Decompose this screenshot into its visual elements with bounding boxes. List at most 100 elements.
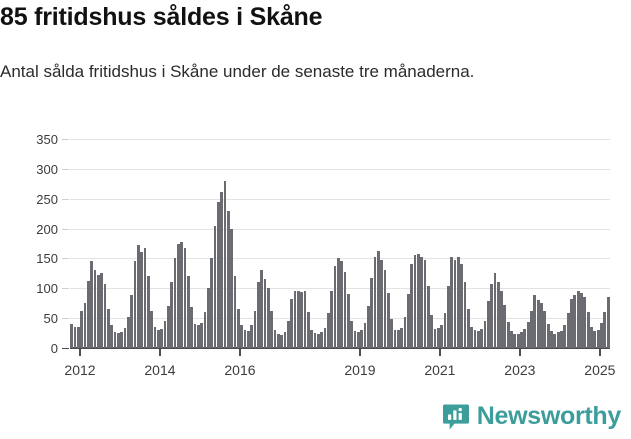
bar <box>300 291 303 348</box>
bar <box>377 251 380 348</box>
bar <box>327 313 330 348</box>
bar <box>93 270 97 348</box>
bar <box>457 257 460 348</box>
bar <box>183 247 187 348</box>
x-axis-tick-label: 2012 <box>64 362 96 378</box>
bar <box>77 327 80 348</box>
bar <box>583 296 586 348</box>
bar <box>130 295 133 348</box>
bar <box>360 330 363 348</box>
bar <box>543 310 546 348</box>
bar <box>367 306 370 348</box>
bar <box>270 310 273 348</box>
footer: Newsworthy <box>0 398 631 439</box>
bar <box>600 322 603 348</box>
bar <box>580 293 583 348</box>
bar <box>110 325 113 348</box>
bar <box>560 331 563 348</box>
bar <box>253 310 257 348</box>
bar <box>167 306 170 348</box>
bar <box>280 334 283 348</box>
bar <box>207 288 210 348</box>
bar <box>170 282 173 348</box>
bar <box>503 305 506 348</box>
y-axis-tick-mark <box>62 228 69 230</box>
bar <box>447 285 450 348</box>
bar <box>497 282 500 348</box>
bar <box>353 331 357 348</box>
bar <box>483 320 487 348</box>
gridline-50 <box>70 318 610 320</box>
bar <box>273 330 277 348</box>
y-axis-tick-label: 200 <box>36 221 58 237</box>
bar <box>533 295 536 348</box>
bar <box>393 330 397 348</box>
bar <box>277 333 280 348</box>
bar <box>257 282 260 348</box>
bar <box>530 310 533 348</box>
bar <box>290 299 293 348</box>
bar <box>80 310 83 348</box>
x-axis-tick-label: 2019 <box>344 362 376 378</box>
y-axis-tick-mark <box>62 198 69 200</box>
bar <box>227 210 230 348</box>
bar <box>147 276 150 348</box>
bar <box>470 326 473 348</box>
bar <box>500 290 503 348</box>
bar <box>333 265 337 348</box>
gridline-350 <box>70 139 610 140</box>
bar <box>173 258 177 348</box>
bar <box>597 330 600 348</box>
bar <box>423 259 427 348</box>
bar <box>230 228 233 348</box>
bar <box>587 312 590 348</box>
bar <box>590 326 593 348</box>
plot-area <box>70 139 610 349</box>
bar <box>477 331 480 348</box>
bar <box>320 332 323 348</box>
bar <box>343 271 347 348</box>
gridline-100 <box>70 288 610 290</box>
bar <box>263 279 267 348</box>
bar <box>407 294 410 348</box>
newsworthy-logo[interactable]: Newsworthy <box>442 402 621 431</box>
bar <box>603 312 606 348</box>
bar <box>523 328 526 348</box>
x-axis-tick-label: 2023 <box>504 362 536 378</box>
bar <box>330 291 333 348</box>
bar <box>83 303 87 348</box>
bar <box>513 333 516 348</box>
x-axis-tick-mark <box>598 349 601 356</box>
bar <box>297 291 300 348</box>
bar <box>203 312 207 348</box>
bar <box>177 243 180 348</box>
bar <box>97 275 100 348</box>
y-axis-tick-mark <box>62 168 69 170</box>
bar <box>520 332 523 348</box>
gridline-300 <box>70 168 610 170</box>
gridline-200 <box>70 228 610 230</box>
gridline-250 <box>70 198 610 200</box>
bar <box>137 245 140 348</box>
bar <box>190 307 193 348</box>
bar <box>517 333 520 348</box>
bar <box>487 301 490 348</box>
x-axis-tick-mark <box>158 349 161 356</box>
bar <box>433 328 437 348</box>
bar <box>113 332 117 348</box>
bar-chart: 0 50 100 150 200 250 300 350 2012 2014 2016 2019 20… <box>0 130 631 390</box>
bar <box>103 283 107 348</box>
bar <box>370 277 373 348</box>
bar <box>400 327 403 348</box>
bar <box>413 255 417 348</box>
bar <box>260 270 263 348</box>
x-axis-tick-mark <box>438 349 441 356</box>
bar <box>217 201 220 348</box>
bar <box>70 324 73 348</box>
bar <box>437 327 440 348</box>
bar <box>340 260 343 348</box>
bar <box>527 321 530 348</box>
y-axis-tick-label: 250 <box>36 191 58 207</box>
bar <box>140 252 143 348</box>
